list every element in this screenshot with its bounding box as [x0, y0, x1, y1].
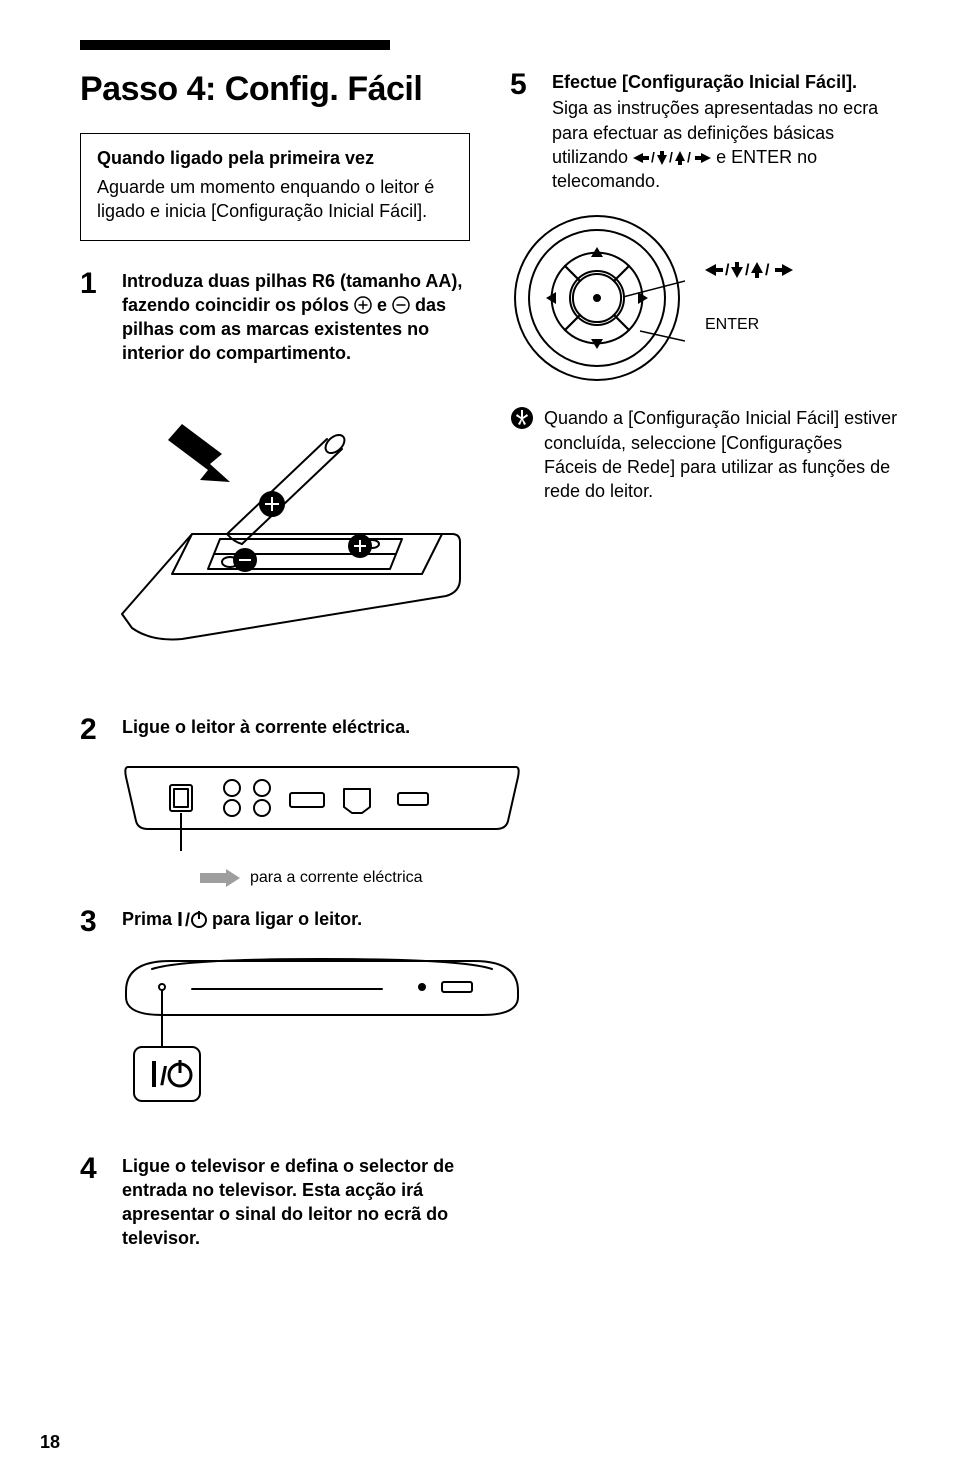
svg-text:/: /: [725, 262, 730, 278]
remote-dpad-figure: / / / ENTER: [510, 211, 900, 386]
dpad-captions: / / / ENTER: [705, 262, 793, 336]
step-4: 4 Ligue o televisor e defina o selector …: [80, 1154, 900, 1251]
info-box-title: Quando ligado pela primeira vez: [97, 148, 453, 169]
enter-caption: ENTER: [705, 315, 793, 336]
player-front-figure: /: [122, 955, 900, 1130]
svg-text:/: /: [687, 151, 691, 165]
step-2-number: 2: [80, 715, 108, 745]
svg-text:/: /: [745, 262, 750, 278]
step-5-head: Efectue [Configuração Inicial Fácil].: [552, 70, 900, 94]
step-3-text-a: Prima: [122, 909, 177, 929]
page-number: 18: [40, 1432, 60, 1453]
step-4-text: Ligue o televisor e defina o selector de…: [122, 1154, 492, 1251]
minus-circle-icon: [392, 296, 410, 314]
step-3-text: Prima / para ligar o leitor.: [122, 907, 900, 931]
svg-text:/: /: [160, 1061, 167, 1091]
svg-text:/: /: [185, 910, 190, 928]
step-5-body: Efectue [Configuração Inicial Fácil]. Si…: [552, 70, 900, 193]
rear-panel-figure: [122, 763, 900, 858]
mains-caption: para a corrente eléctrica: [250, 868, 423, 889]
step-5-text: Siga as instruções apresentadas no ecra …: [552, 96, 900, 193]
plus-circle-icon: [354, 296, 372, 314]
step-5: 5 Efectue [Configuração Inicial Fácil]. …: [510, 70, 900, 193]
step-2: 2 Ligue o leitor à corrente eléctrica.: [80, 715, 900, 745]
step-1-text-b: e: [372, 295, 392, 315]
tip-icon: [510, 406, 534, 430]
remote-dpad-svg: [510, 211, 685, 386]
step-5-number: 5: [510, 70, 538, 193]
right-column: 5 Efectue [Configuração Inicial Fácil]. …: [510, 70, 900, 685]
arrow-right-icon: [200, 869, 240, 887]
step-3-number: 3: [80, 907, 108, 937]
tip-text: Quando a [Configuração Inicial Fácil] es…: [544, 406, 900, 503]
arrows-caption-icon: / / /: [705, 262, 793, 281]
arrows-inline-icon: / / /: [633, 147, 711, 167]
info-box-body: Aguarde um momento enquando o leitor é l…: [97, 175, 453, 224]
step-2-text: Ligue o leitor à corrente eléctrica.: [122, 715, 900, 739]
section-bar: [80, 40, 390, 50]
info-box: Quando ligado pela primeira vez Aguarde …: [80, 133, 470, 241]
svg-text:/: /: [651, 151, 655, 165]
step-3: 3 Prima / para ligar o leitor.: [80, 907, 900, 937]
step-4-body: Ligue o televisor e defina o selector de…: [122, 1154, 492, 1251]
mains-arrow-label: para a corrente eléctrica: [200, 868, 900, 889]
left-column: Passo 4: Config. Fácil Quando ligado pel…: [80, 70, 470, 685]
step-1: 1 Introduza duas pilhas R6 (tamanho AA),…: [80, 269, 470, 366]
player-front-svg: /: [122, 955, 522, 1125]
tip-block: Quando a [Configuração Inicial Fácil] es…: [510, 406, 900, 503]
step-3-text-b: para ligar o leitor.: [207, 909, 362, 929]
step-2-body: Ligue o leitor à corrente eléctrica.: [122, 715, 900, 745]
power-glyph-inline: /: [177, 909, 207, 929]
step-1-text: Introduza duas pilhas R6 (tamanho AA), f…: [122, 269, 470, 366]
page-title: Passo 4: Config. Fácil: [80, 70, 470, 109]
rear-panel-svg: [122, 763, 522, 853]
batteries-figure: [112, 384, 470, 649]
step-1-number: 1: [80, 269, 108, 366]
step-1-body: Introduza duas pilhas R6 (tamanho AA), f…: [122, 269, 470, 366]
svg-text:/: /: [765, 262, 770, 278]
step-3-body: Prima / para ligar o leitor.: [122, 907, 900, 937]
batteries-svg: [112, 384, 472, 644]
page: Passo 4: Config. Fácil Quando ligado pel…: [0, 0, 960, 1483]
step-4-number: 4: [80, 1154, 108, 1251]
svg-text:/: /: [669, 151, 673, 165]
two-column-layout: Passo 4: Config. Fácil Quando ligado pel…: [80, 70, 900, 685]
